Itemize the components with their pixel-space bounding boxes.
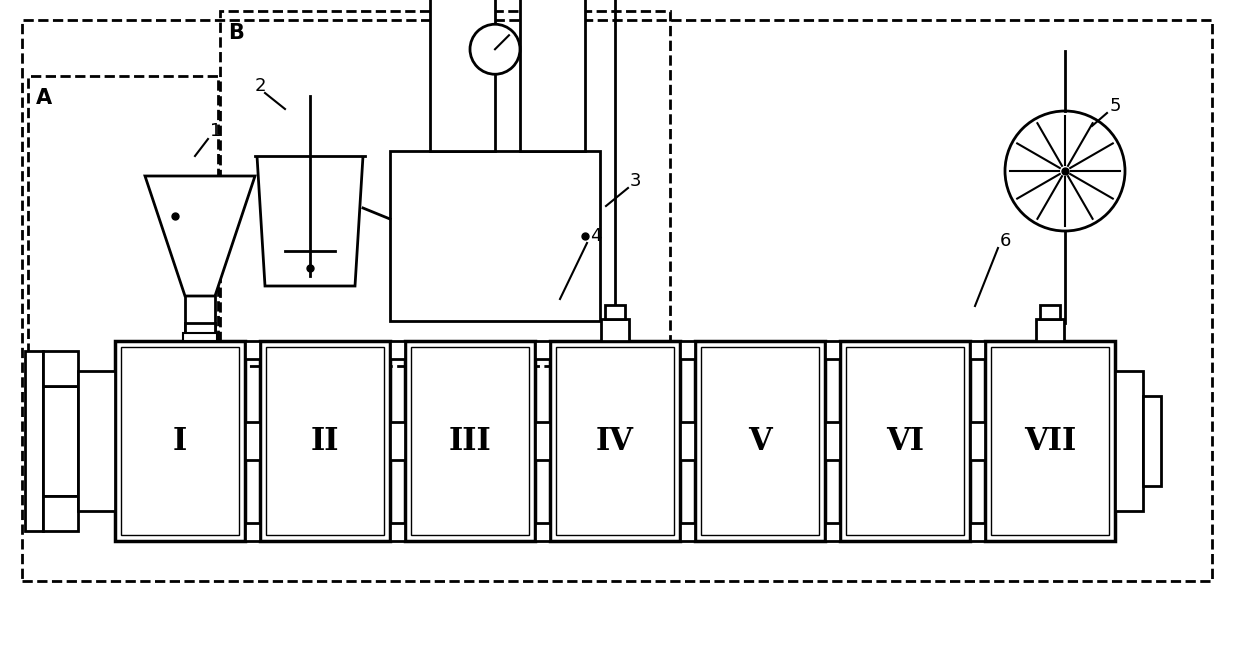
Bar (991, 347, 1109, 535)
Bar (43, 496, 78, 531)
Bar (825, 422, 839, 460)
Text: VI: VI (887, 426, 924, 457)
Bar (219, 11, 670, 366)
Circle shape (470, 24, 520, 74)
Text: I: I (172, 426, 187, 457)
Bar (78, 371, 115, 511)
Text: 1: 1 (210, 122, 222, 140)
Bar (1040, 305, 1060, 319)
Polygon shape (145, 176, 255, 296)
Text: 6: 6 (999, 232, 1012, 250)
Bar (1115, 371, 1143, 511)
Bar (122, 347, 239, 535)
Text: 3: 3 (630, 172, 641, 190)
Bar (430, 0, 495, 151)
Bar (680, 341, 694, 359)
Bar (601, 319, 629, 341)
Bar (839, 341, 970, 541)
Bar (970, 523, 985, 541)
Bar (701, 347, 818, 535)
Bar (391, 523, 405, 541)
Bar (846, 347, 963, 535)
Circle shape (1004, 111, 1125, 231)
Bar (246, 523, 260, 541)
Bar (185, 323, 215, 341)
Bar (22, 20, 1211, 581)
Bar (115, 341, 246, 541)
Polygon shape (257, 156, 363, 286)
Text: V: V (748, 426, 771, 457)
Bar (534, 422, 551, 460)
Bar (520, 0, 585, 151)
Bar (551, 341, 680, 541)
Bar (410, 347, 529, 535)
Bar (184, 333, 217, 341)
Text: A: A (36, 88, 52, 108)
Bar (825, 341, 839, 359)
Bar (25, 351, 43, 531)
Bar (405, 341, 534, 541)
Text: B: B (228, 23, 244, 43)
Bar (985, 341, 1115, 541)
Bar (605, 305, 625, 319)
Bar (1035, 319, 1064, 341)
Text: IV: IV (596, 426, 634, 457)
Bar (680, 422, 694, 460)
Bar (970, 422, 985, 460)
Bar (694, 341, 825, 541)
Bar (29, 76, 218, 386)
Text: III: III (449, 426, 491, 457)
Text: 5: 5 (1110, 97, 1121, 115)
Bar (534, 523, 551, 541)
Bar (43, 386, 78, 496)
Text: 2: 2 (255, 77, 267, 95)
Bar (534, 341, 551, 359)
Text: VII: VII (1024, 426, 1076, 457)
Bar (970, 341, 985, 359)
Text: II: II (311, 426, 340, 457)
Bar (267, 347, 384, 535)
Bar (825, 523, 839, 541)
Bar (43, 351, 78, 386)
Bar (391, 151, 600, 321)
Text: 4: 4 (590, 227, 601, 245)
Bar (1143, 396, 1161, 486)
Bar (391, 341, 405, 359)
Bar (246, 341, 260, 359)
Bar (391, 422, 405, 460)
Bar (680, 523, 694, 541)
Bar (246, 422, 260, 460)
Bar (556, 347, 675, 535)
Bar (260, 341, 391, 541)
